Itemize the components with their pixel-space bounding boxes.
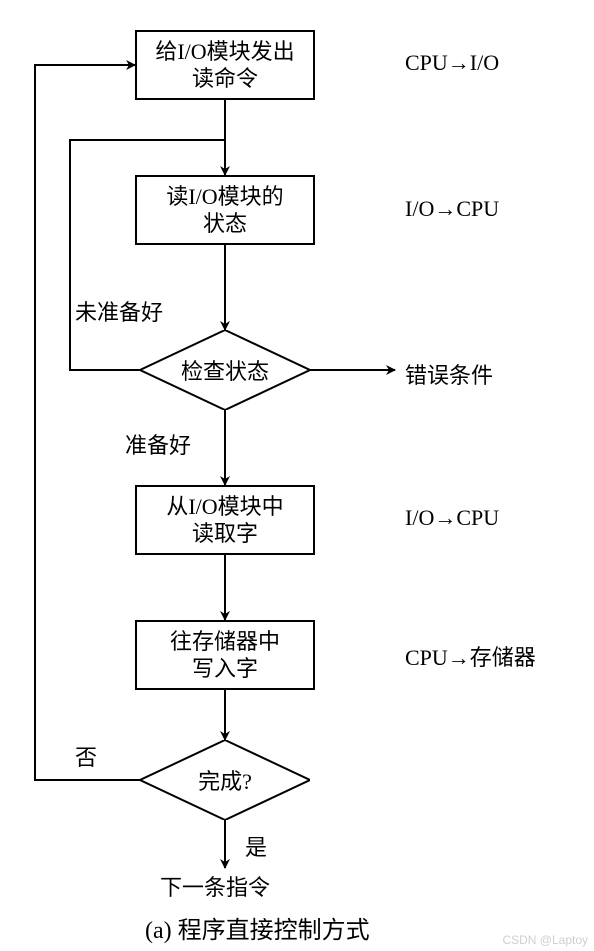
- diamond2-label: 完成?: [198, 764, 252, 796]
- step1-line1: 给I/O模块发出: [155, 38, 294, 66]
- label-yes: 是: [245, 830, 267, 862]
- next-instruction-label: 下一条指令: [160, 870, 270, 902]
- decision-check-status: 检查状态: [140, 330, 310, 410]
- step-issue-read-command: 给I/O模块发出 读命令: [135, 30, 315, 100]
- figure-caption: (a) 程序直接控制方式: [145, 910, 370, 945]
- label-no: 否: [75, 740, 97, 772]
- step1-line2: 读命令: [192, 65, 258, 93]
- step2-line1: 读I/O模块的: [166, 183, 283, 211]
- step-read-status: 读I/O模块的 状态: [135, 175, 315, 245]
- annot-io-to-cpu-1: I/O→CPU: [405, 196, 499, 222]
- decision-done: 完成?: [140, 740, 310, 820]
- step2-line2: 状态: [203, 210, 247, 238]
- watermark-text: CSDN @Laptoy: [502, 933, 588, 947]
- label-ready: 准备好: [125, 428, 191, 460]
- step3-line1: 从I/O模块中: [166, 493, 283, 521]
- step4-line2: 写入字: [192, 655, 258, 683]
- label-not-ready: 未准备好: [75, 295, 163, 327]
- annot-cpu-to-io-1: CPU→I/O: [405, 50, 499, 76]
- flowchart-canvas: 给I/O模块发出 读命令 读I/O模块的 状态 检查状态 从I/O模块中 读取字…: [0, 0, 594, 951]
- step-write-memory: 往存储器中 写入字: [135, 620, 315, 690]
- label-error: 错误条件: [405, 358, 493, 390]
- annot-cpu-to-mem: CPU→存储器: [405, 640, 536, 672]
- annot-io-to-cpu-2: I/O→CPU: [405, 505, 499, 531]
- diamond1-label: 检查状态: [181, 354, 269, 386]
- step4-line1: 往存储器中: [170, 628, 280, 656]
- step3-line2: 读取字: [192, 520, 258, 548]
- step-read-word: 从I/O模块中 读取字: [135, 485, 315, 555]
